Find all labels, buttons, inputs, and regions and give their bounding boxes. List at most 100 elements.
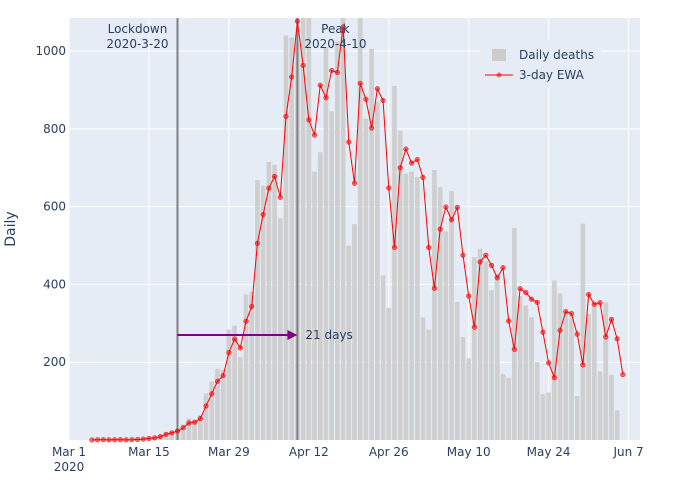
- ewa-point: [431, 285, 437, 291]
- ewa-point: [163, 431, 169, 437]
- ewa-point: [506, 318, 512, 324]
- bar: [414, 177, 420, 441]
- bar: [243, 294, 249, 440]
- bar: [420, 317, 426, 440]
- ewa-point: [174, 428, 181, 434]
- bar: [540, 394, 546, 440]
- bar: [563, 311, 569, 440]
- ewa-point: [420, 174, 426, 181]
- bar: [506, 377, 512, 440]
- bar: [363, 118, 369, 441]
- ewa-point: [528, 296, 535, 302]
- x-tick-label: May 10: [447, 445, 491, 459]
- bar: [386, 307, 392, 440]
- ewa-point: [306, 117, 312, 123]
- bar: [534, 362, 540, 440]
- ewa-point: [409, 160, 415, 166]
- x-tick-label: Apr 12: [289, 445, 329, 459]
- ewa-point: [112, 437, 118, 443]
- bar: [483, 261, 489, 440]
- bar: [215, 368, 220, 440]
- bar: [392, 86, 397, 440]
- bar: [432, 170, 437, 441]
- bar: [180, 424, 186, 440]
- bar: [512, 228, 517, 440]
- bar: [397, 130, 403, 440]
- ewa-point: [237, 345, 243, 351]
- x-tick-label: Mar 15: [128, 445, 170, 459]
- bar: [249, 291, 255, 440]
- ewa-point: [134, 436, 141, 443]
- ewa-point: [460, 252, 466, 258]
- bar: [283, 35, 289, 440]
- ewa-line: [91, 21, 624, 441]
- ewa-point: [197, 416, 203, 422]
- ewa-point: [540, 329, 546, 335]
- bar: [460, 336, 466, 440]
- ewa-point: [597, 300, 603, 306]
- x-tick-label: Mar 29: [208, 445, 250, 459]
- bar: [237, 356, 243, 440]
- ewa-point: [317, 82, 323, 88]
- bar: [317, 152, 323, 440]
- legend-box: [480, 40, 601, 88]
- bar: [335, 41, 340, 441]
- bar: [472, 257, 477, 440]
- ewa-point: [580, 362, 586, 368]
- ewa-point: [517, 286, 523, 292]
- ewa-point: [329, 67, 335, 74]
- bar: [614, 410, 620, 440]
- ewa-point: [243, 318, 249, 324]
- bar: [466, 358, 472, 440]
- ewa-point: [551, 375, 557, 381]
- bar: [220, 369, 226, 440]
- ewa-point: [203, 403, 209, 409]
- bar: [346, 245, 352, 440]
- bar: [586, 313, 591, 440]
- ewa-point: [311, 132, 318, 138]
- bar: [329, 111, 335, 441]
- y-tick-label: 400: [43, 277, 66, 291]
- ewa-point: [500, 265, 506, 271]
- bar: [340, 18, 346, 440]
- ewa-point: [351, 180, 358, 186]
- ewa-point: [346, 139, 352, 145]
- bar: [232, 325, 237, 440]
- ewa-point: [380, 97, 386, 104]
- bar: [500, 374, 506, 440]
- bar: [300, 18, 306, 440]
- ewa-point: [129, 437, 135, 443]
- ewa-point: [340, 24, 346, 30]
- bar: [591, 304, 597, 440]
- bar: [409, 171, 414, 440]
- legend-line-marker: [496, 72, 502, 78]
- x-tick-label: Mar 1: [52, 445, 86, 459]
- x-tick-sublabel: 2020: [54, 460, 85, 474]
- ewa-point: [603, 334, 609, 340]
- peak-label: Peak: [321, 22, 350, 36]
- bar: [374, 101, 380, 440]
- bar: [609, 374, 614, 440]
- ewa-point: [220, 373, 226, 379]
- ewa-point: [443, 204, 449, 210]
- lockdown-label: 2020-3-20: [106, 37, 168, 51]
- lockdown-label: Lockdown: [108, 22, 168, 36]
- arrow-head: [287, 329, 298, 340]
- bar: [266, 161, 272, 440]
- bar: [272, 164, 277, 440]
- ewa-point: [232, 336, 238, 342]
- x-tick-label: Jun 7: [612, 445, 643, 459]
- ewa-point: [466, 293, 472, 299]
- bar: [580, 223, 586, 440]
- ewa-point: [209, 391, 215, 397]
- ewa-point: [260, 211, 266, 218]
- ewa-point: [403, 146, 409, 152]
- ewa-point: [117, 437, 123, 443]
- ewa-point: [534, 299, 540, 305]
- y-axis-label: Daily: [3, 211, 19, 246]
- ewa-point: [454, 204, 460, 210]
- ewa-point: [477, 259, 483, 265]
- bar: [352, 224, 357, 440]
- legend-entry-line: 3-day EWA: [519, 68, 585, 82]
- bar: [569, 315, 574, 440]
